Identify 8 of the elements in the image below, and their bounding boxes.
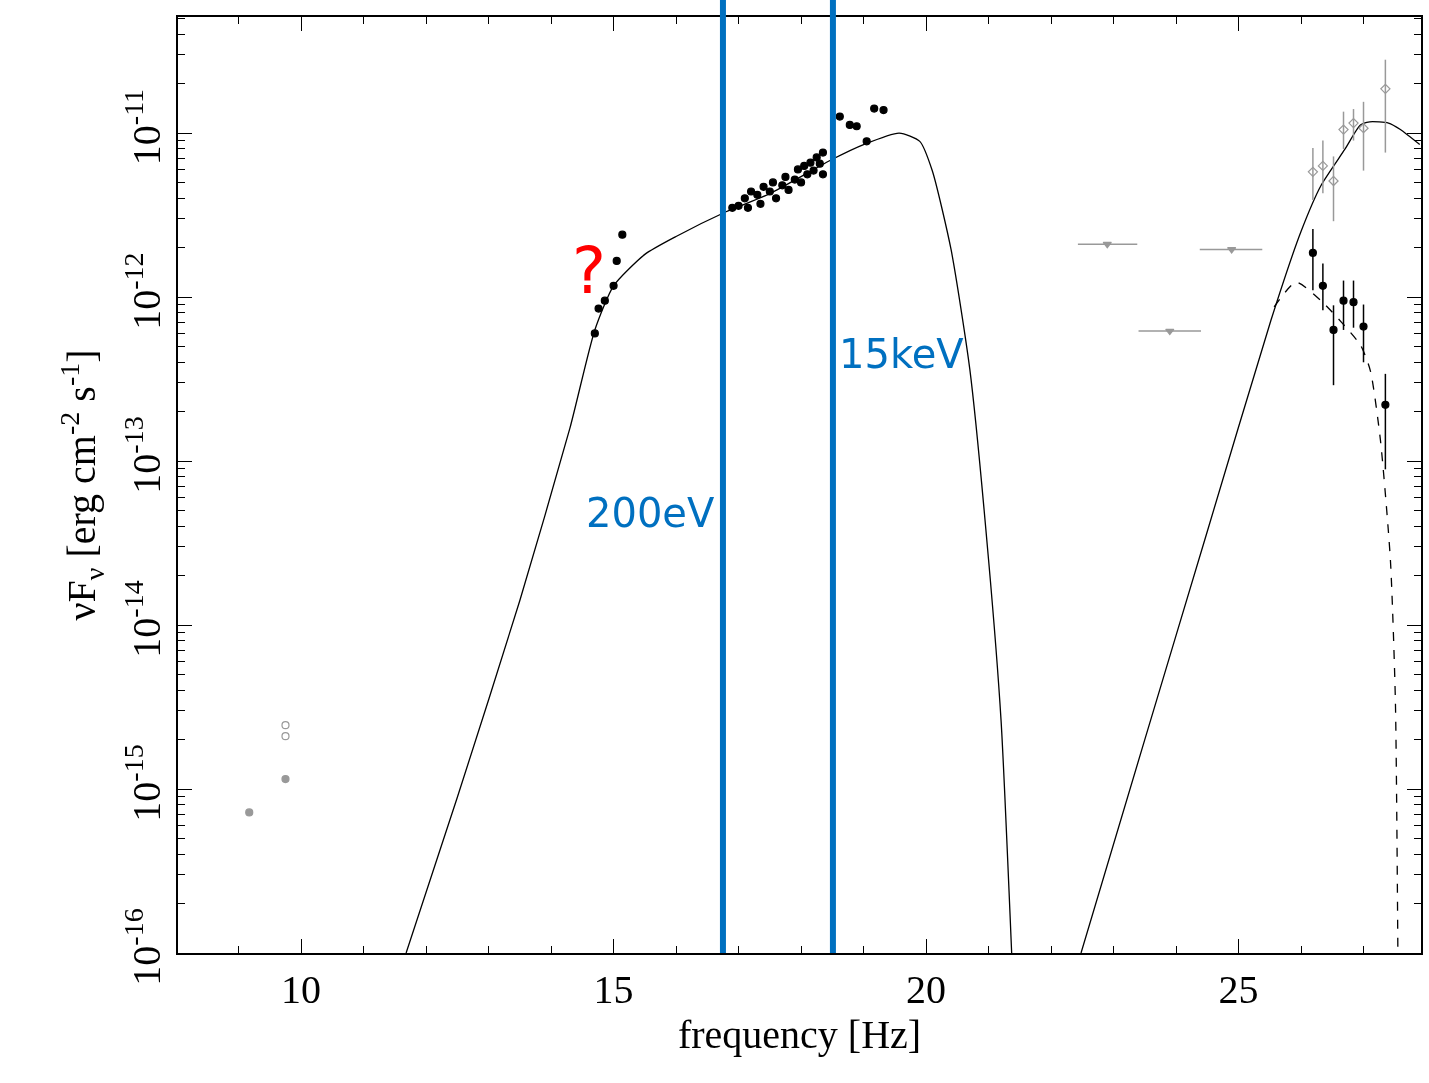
x-axis-title: frequency [Hz] — [677, 1011, 922, 1057]
ref-line-label: 15keV — [839, 331, 965, 377]
x-tick-label: 20 — [906, 966, 947, 1012]
x-tick-label: 15 — [593, 966, 634, 1012]
x-tick-label: 10 — [281, 966, 322, 1012]
x-tick-label: 25 — [1218, 966, 1259, 1012]
annotation: ? — [572, 234, 606, 308]
ref-line-label: 200eV — [586, 490, 715, 536]
